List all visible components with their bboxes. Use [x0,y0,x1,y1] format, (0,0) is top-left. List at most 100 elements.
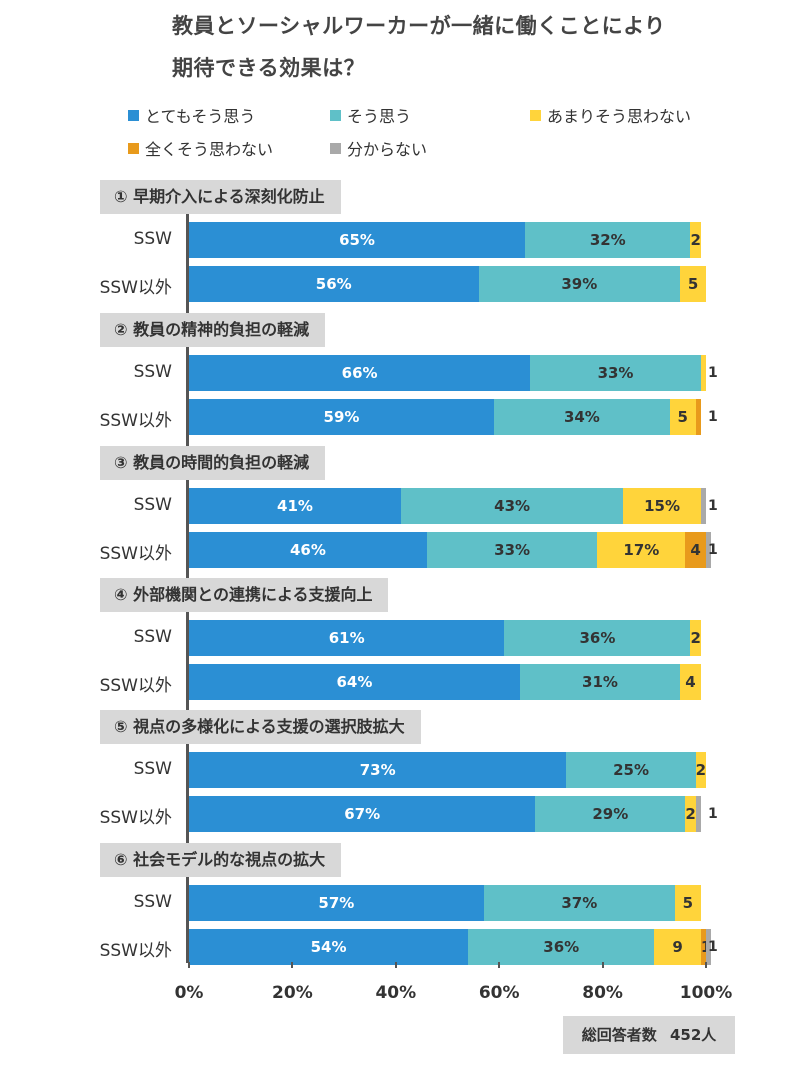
bar-segment [525,222,691,258]
bar-segment [519,664,681,700]
data-label-outside: 1 [708,806,718,822]
data-label-outside: 1 [708,409,718,425]
x-tick [498,962,501,968]
respondent-count-label: 総回答者数 [581,1026,657,1044]
data-label: 5 [682,894,694,912]
data-label: 33% [494,541,531,559]
bar-segment [700,929,706,965]
data-label: 46% [289,541,326,559]
bar-segment [674,885,701,921]
data-label-outside: 1 [708,939,718,955]
bar-segment [478,266,681,302]
bar-segment [706,532,712,568]
legend-item: 分からない [330,136,427,160]
bar-segment [706,929,712,965]
row-label: SSW [133,627,172,647]
group-title: ① 早期介入による深刻化防止 [100,180,341,214]
row-label: SSW以外 [99,941,172,961]
legend-swatch [530,109,541,121]
bar-segment [685,532,706,568]
group-title: ⑥ 社会モデル的な視点の拡大 [100,843,342,877]
bar-segment [597,532,686,568]
legend-swatch [128,142,139,154]
bar-segment [189,885,484,921]
x-tick [705,962,707,968]
bar-segment [695,752,706,788]
legend-swatch [330,142,341,154]
row-label: SSW以外 [99,278,172,298]
data-label: 54% [310,938,347,956]
bar-segment [483,885,675,921]
bar-segment [468,929,655,965]
x-tick-label: 100% [679,983,733,1003]
group-title: ③ 教員の時間的負担の軽減 [100,446,326,480]
data-label: 39% [561,275,598,293]
bar-segment [700,488,706,524]
x-tick-label: 60% [478,983,520,1003]
data-label: 2 [690,231,701,249]
data-label: 5 [687,275,699,293]
data-label: 65% [339,231,375,249]
respondent-count-note: 総回答者数 452人 [563,1016,735,1054]
x-tick [291,962,294,968]
row-label: SSW [133,362,172,382]
bar-segment [494,399,670,435]
legend-label: そう思う [347,107,412,126]
bar-segment [623,488,701,524]
data-label: 57% [318,894,355,912]
row-label: SSW以外 [99,676,172,696]
x-tick-label: 0% [174,983,204,1003]
group-title: ④ 外部機関との連携による支援向上 [100,578,389,612]
bar-segment [189,664,520,700]
data-label: 43% [494,497,531,515]
legend-item: 全くそう思わない [128,136,273,160]
legend-item: とてもそう思う [128,103,255,127]
bar-segment [669,399,696,435]
data-label: 33% [597,364,634,382]
data-label: 34% [563,408,600,426]
data-label: 56% [315,275,352,293]
row-label: SSW以外 [99,411,172,431]
bar-segment [189,620,505,656]
data-label: 36% [543,938,580,956]
bar-segment [426,532,598,568]
data-label: 4 [685,673,696,691]
bar-segment [189,929,469,965]
data-label: 17% [623,541,660,559]
data-label: 15% [644,497,680,515]
group-title: ⑤ 視点の多様化による支援の選択肢拡大 [100,710,421,744]
data-label: 2 [685,805,696,823]
respondent-count-value: 452人 [669,1026,717,1044]
legend-label: 全くそう思わない [145,140,274,159]
data-label: 67% [344,805,381,823]
row-label: SSW以外 [99,808,172,828]
data-label: 73% [359,761,396,779]
row-label: SSW以外 [99,544,172,564]
chart-title-line2: 期待できる効果は？ [172,56,366,80]
bar-segment [189,532,427,568]
legend-item: そう思う [330,103,411,127]
data-label: 2 [695,761,707,779]
row-label: SSW [133,759,172,779]
bar-segment [690,222,701,258]
data-label-outside: 1 [708,498,718,514]
data-label: 5 [677,408,688,426]
bar-segment [695,399,701,435]
legend-swatch [330,109,341,121]
bar-segment [189,488,401,524]
legend-label: とてもそう思う [145,107,256,126]
legend-swatch [128,109,139,121]
bar-segment [695,796,701,832]
bar-segment [530,355,701,391]
bar-segment [535,796,686,832]
bar-segment [685,796,696,832]
data-label: 59% [323,408,360,426]
row-label: SSW [133,892,172,912]
bar-segment [400,488,624,524]
legend-label: 分からない [347,140,428,159]
bar-segment [189,355,531,391]
data-label: 4 [690,541,701,559]
row-label: SSW [133,495,172,515]
group-title: ② 教員の精神的負担の軽減 [100,313,326,347]
bar-segment [189,266,479,302]
